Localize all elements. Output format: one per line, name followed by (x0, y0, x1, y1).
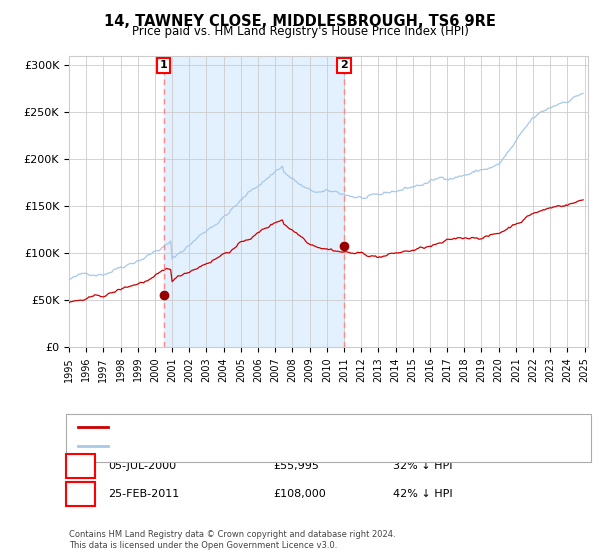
Text: This data is licensed under the Open Government Licence v3.0.: This data is licensed under the Open Gov… (69, 541, 337, 550)
Text: 1: 1 (160, 60, 167, 71)
Text: 1: 1 (76, 459, 85, 473)
Text: Contains HM Land Registry data © Crown copyright and database right 2024.: Contains HM Land Registry data © Crown c… (69, 530, 395, 539)
Text: 25-FEB-2011: 25-FEB-2011 (108, 489, 179, 499)
Text: Price paid vs. HM Land Registry's House Price Index (HPI): Price paid vs. HM Land Registry's House … (131, 25, 469, 38)
Text: 14, TAWNEY CLOSE, MIDDLESBROUGH, TS6 9RE: 14, TAWNEY CLOSE, MIDDLESBROUGH, TS6 9RE (104, 14, 496, 29)
Text: £108,000: £108,000 (273, 489, 326, 499)
Text: £55,995: £55,995 (273, 461, 319, 471)
Text: 14, TAWNEY CLOSE, MIDDLESBROUGH, TS6 9RE (detached house): 14, TAWNEY CLOSE, MIDDLESBROUGH, TS6 9RE… (114, 422, 458, 432)
Text: HPI: Average price, detached house, Redcar and Cleveland: HPI: Average price, detached house, Redc… (114, 441, 421, 451)
Text: 2: 2 (340, 60, 348, 71)
Bar (164, 56, 344, 347)
Text: 05-JUL-2000: 05-JUL-2000 (108, 461, 176, 471)
Text: 32% ↓ HPI: 32% ↓ HPI (393, 461, 452, 471)
Text: 42% ↓ HPI: 42% ↓ HPI (393, 489, 452, 499)
Text: 2: 2 (76, 487, 85, 501)
